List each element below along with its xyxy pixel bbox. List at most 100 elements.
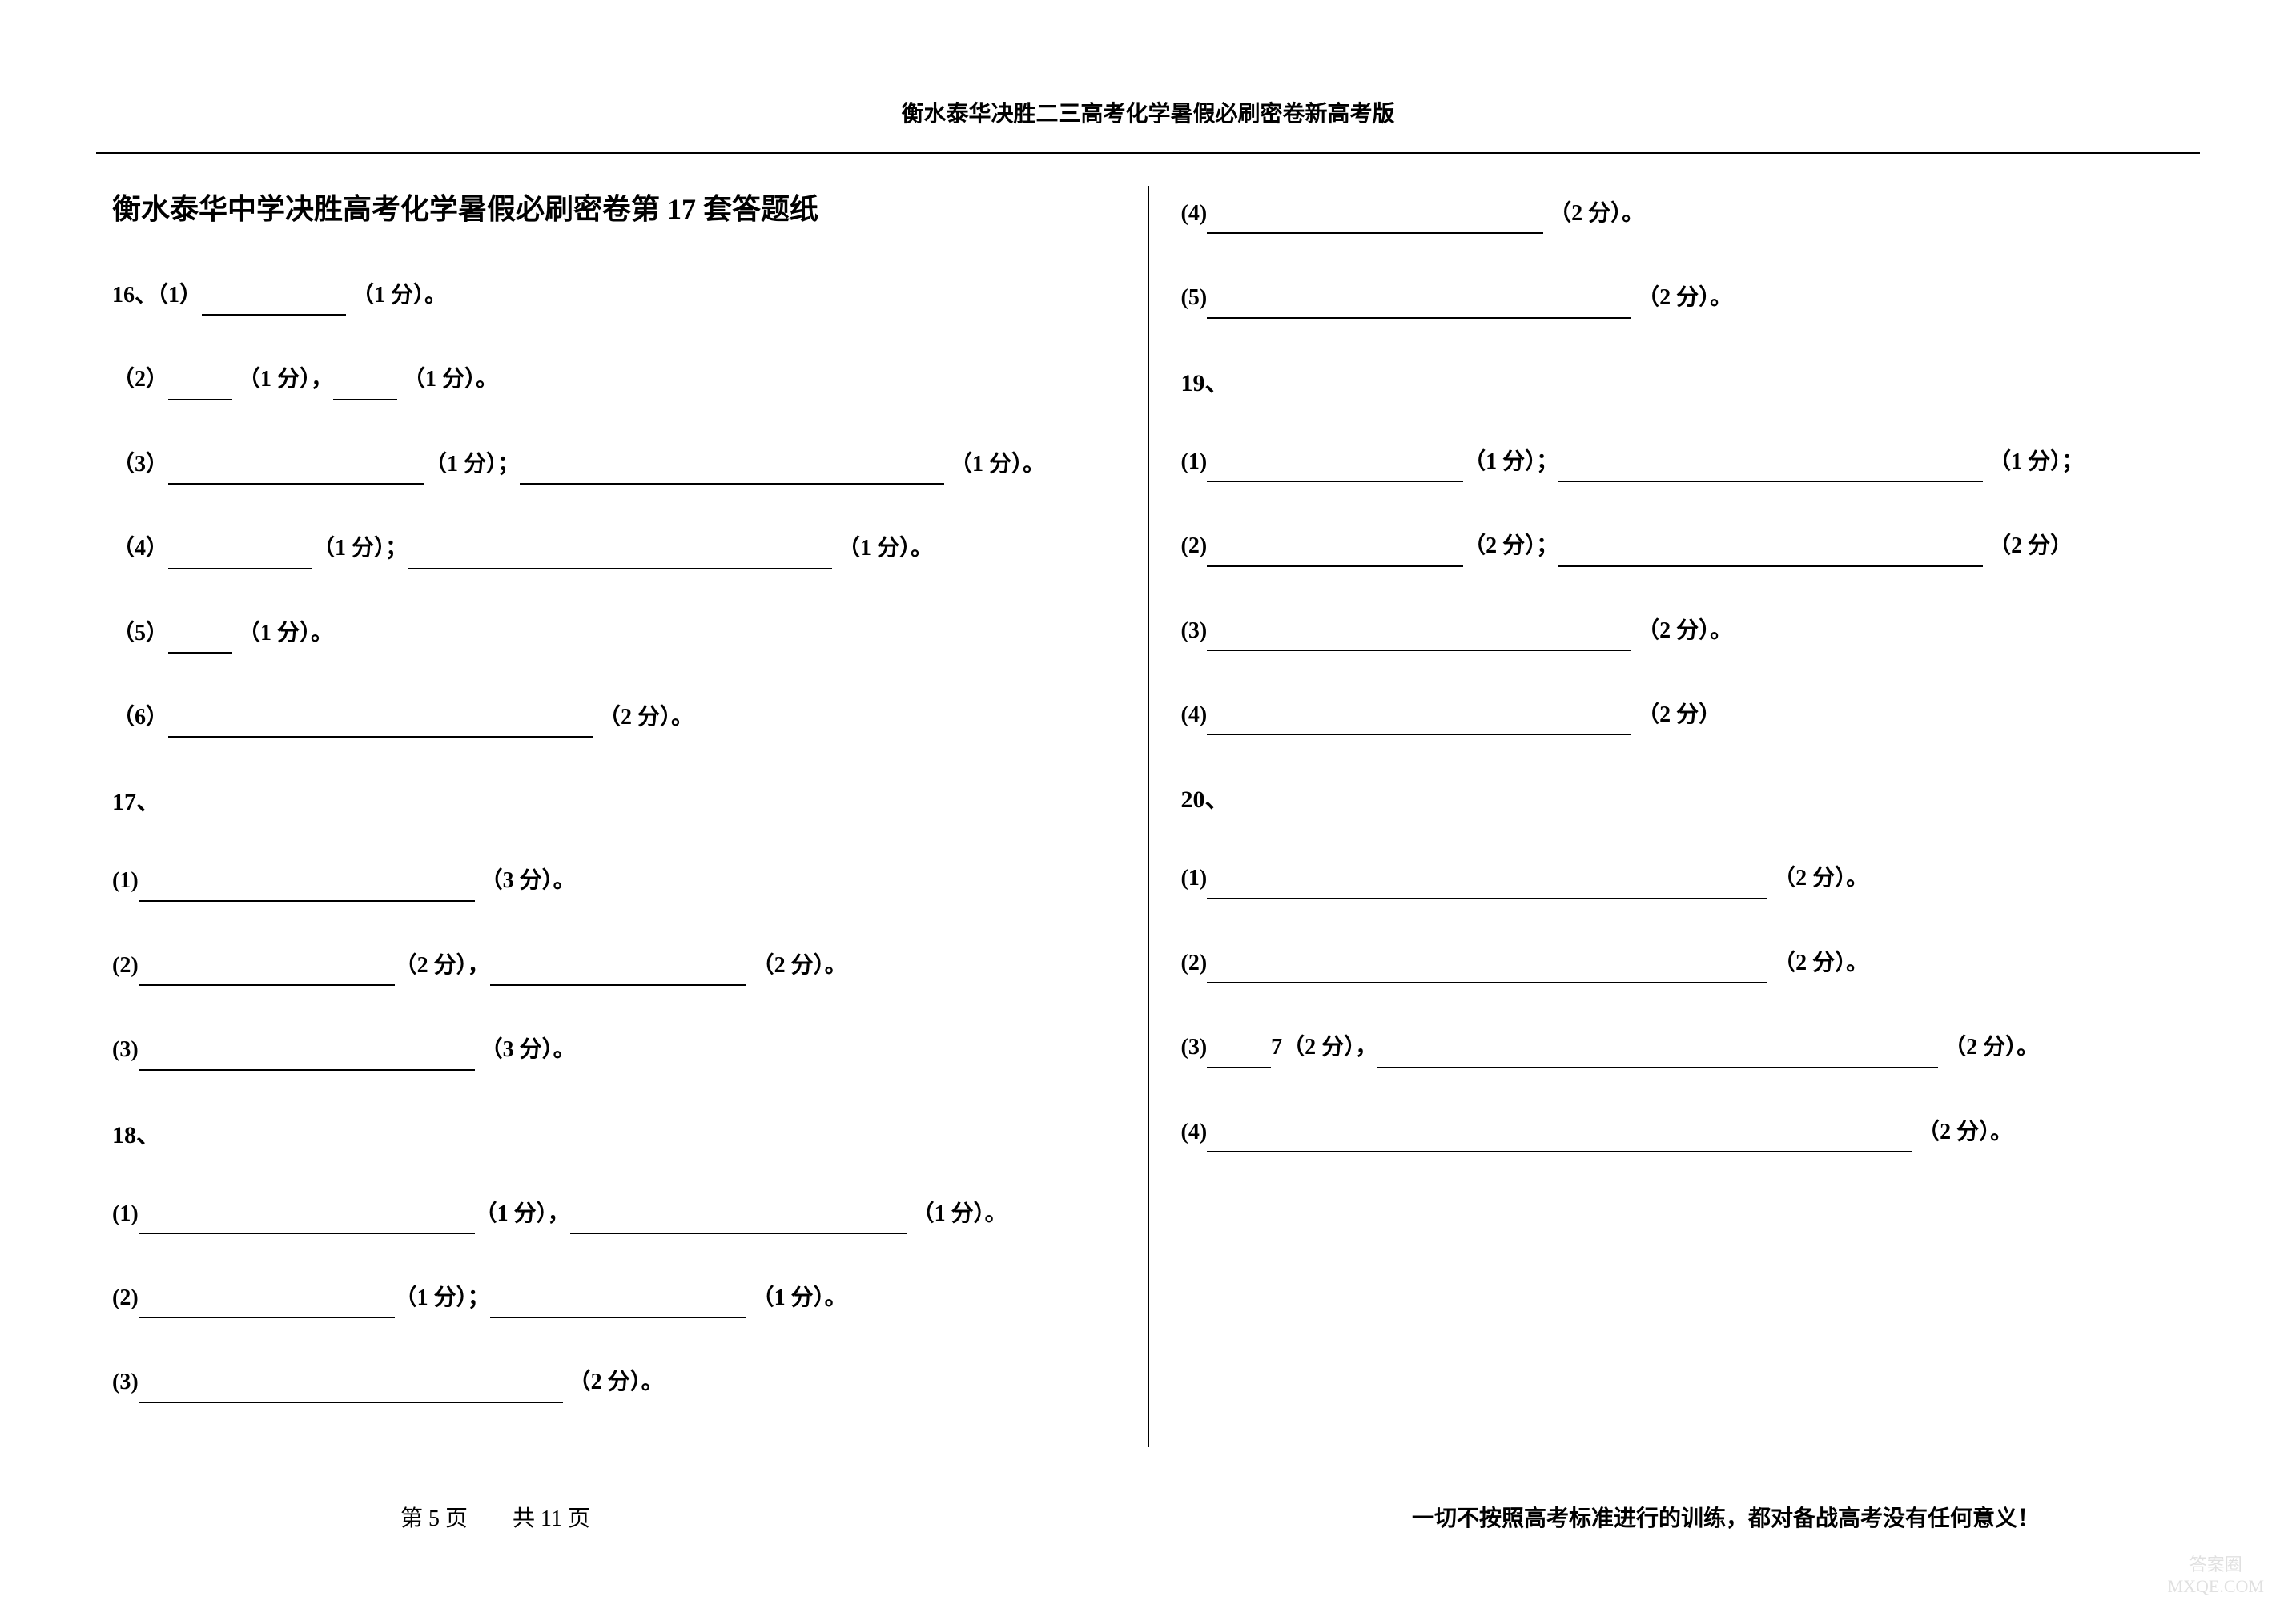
- header-divider: [96, 152, 2200, 154]
- q17-part2: (2)（2 分）， （2 分）。: [112, 946, 1116, 986]
- q18-part1: (1)（1 分）， （1 分）。: [112, 1194, 1116, 1234]
- blank: [1767, 1133, 1912, 1152]
- q17-2-label: (2): [112, 953, 139, 978]
- q16-number: 16、: [112, 283, 157, 308]
- q16-3-points: （1 分）。: [950, 452, 1045, 477]
- blank: [1207, 463, 1463, 482]
- paper-title: 衡水泰华中学决胜高考化学暑假必刷密卷第 17 套答题纸: [112, 186, 1116, 227]
- q16-6-points: （2 分）。: [598, 705, 694, 730]
- q20-2-label: (2): [1181, 951, 1208, 975]
- blank: [1207, 548, 1463, 567]
- blank: [1207, 1133, 1767, 1152]
- blank: [1377, 1049, 1938, 1068]
- q18-5-label: (5): [1181, 285, 1208, 310]
- q16-3-mid: （1 分）；: [424, 452, 520, 477]
- q19-2-points: （2 分）: [1988, 533, 2073, 558]
- q19-1-mid: （1 分）；: [1463, 449, 1558, 474]
- blank: [168, 718, 593, 738]
- q18-4-points: （2 分）。: [1549, 201, 1644, 226]
- q16-2-points: （1 分）。: [403, 367, 498, 392]
- q18-1-label: (1): [112, 1201, 139, 1226]
- blank: [1207, 215, 1543, 234]
- q19-part3: (3) （2 分）。: [1181, 611, 2185, 651]
- q19-part4: (4) （2 分）: [1181, 695, 2185, 735]
- q17-part1: (1) （3 分）。: [112, 861, 1116, 901]
- q19-3-label: (3): [1181, 618, 1208, 643]
- blank: [333, 381, 397, 400]
- q16-2-label: （2）: [112, 367, 168, 392]
- q20-1-label: (1): [1181, 866, 1208, 891]
- blank: [168, 465, 424, 485]
- q16-part6: （6） （2 分）。: [112, 698, 1116, 738]
- q16-part1: 16、（1） （1 分）。: [112, 276, 1116, 316]
- q20-part1: (1) （2 分）。: [1181, 859, 2185, 899]
- q18-2-mid: （1 分）；: [395, 1285, 490, 1310]
- q17-1-label: (1): [112, 868, 139, 893]
- blank: [1207, 964, 1767, 983]
- blank: [1207, 1049, 1271, 1068]
- q19-1-points: （1 分）；: [1988, 449, 2084, 474]
- q16-part4: （4） （1 分）； （1 分）。: [112, 529, 1116, 569]
- blank: [168, 634, 232, 654]
- blank: [1558, 548, 1983, 567]
- q20-3-mid: 7（2 分），: [1271, 1035, 1377, 1060]
- q18-4-label: (4): [1181, 201, 1208, 226]
- q20-1-points: （2 分）。: [1773, 866, 1868, 891]
- q20-part2: (2) （2 分）。: [1181, 943, 2185, 983]
- blank: [1207, 880, 1767, 899]
- q17-2-mid: （2 分），: [395, 953, 490, 978]
- q18-1-points: （1 分）。: [912, 1201, 1007, 1226]
- q19-2-label: (2): [1181, 533, 1208, 558]
- blank: [139, 883, 475, 902]
- blank: [139, 1384, 563, 1403]
- q20-part4: (4) （2 分）。: [1181, 1112, 2185, 1152]
- q16-4-label: （4）: [112, 536, 168, 561]
- q20-number: 20、: [1181, 779, 2185, 815]
- blank: [570, 1215, 907, 1234]
- q16-4-points: （1 分）。: [838, 536, 933, 561]
- q18-part2: (2)（1 分）； （1 分）。: [112, 1278, 1116, 1318]
- q19-part1: (1)（1 分）； （1 分）；: [1181, 442, 2185, 482]
- q18-2-points: （1 分）。: [752, 1285, 847, 1310]
- right-column: (4) （2 分）。 (5) （2 分）。 19、 (1)（1 分）； （1 分…: [1149, 186, 2217, 1447]
- content-area: 衡水泰华中学决胜高考化学暑假必刷密卷第 17 套答题纸 16、（1） （1 分）…: [80, 186, 2216, 1447]
- q18-number: 18、: [112, 1115, 1116, 1150]
- q20-3-label: (3): [1181, 1035, 1208, 1060]
- q19-number: 19、: [1181, 363, 2185, 398]
- q20-4-label: (4): [1181, 1120, 1208, 1144]
- q16-part2: （2） （1 分）， （1 分）。: [112, 360, 1116, 400]
- q16-part5: （5） （1 分）。: [112, 613, 1116, 654]
- blank: [139, 1215, 475, 1234]
- blank: [1207, 716, 1631, 735]
- q16-6-label: （6）: [112, 705, 168, 730]
- q16-1-label: （1）: [157, 283, 202, 308]
- blank: [408, 550, 832, 569]
- q18-3-label: (3): [112, 1370, 139, 1394]
- q17-3-points: （3 分）。: [481, 1037, 576, 1062]
- q17-3-label: (3): [112, 1037, 139, 1062]
- blank: [168, 550, 312, 569]
- q19-2-mid: （2 分）；: [1463, 533, 1558, 558]
- q16-2-mid: （1 分），: [238, 367, 333, 392]
- q20-4-points: （2 分）。: [1917, 1120, 2013, 1144]
- q16-1-points: （1 分）。: [352, 283, 447, 308]
- watermark-line1: 答案圈: [2168, 1555, 2264, 1575]
- blank: [1207, 632, 1631, 651]
- q20-2-points: （2 分）。: [1773, 951, 1868, 975]
- q18-part4: (4) （2 分）。: [1181, 194, 2185, 234]
- q16-3-label: （3）: [112, 452, 168, 477]
- q18-3-points: （2 分）。: [569, 1370, 664, 1394]
- watermark-line2: MXQE.COM: [2168, 1576, 2264, 1597]
- q19-4-label: (4): [1181, 702, 1208, 727]
- blank: [139, 967, 395, 986]
- q19-part2: (2) （2 分）； （2 分）: [1181, 526, 2185, 566]
- page-number: 第 5 页 共 11 页: [400, 1501, 590, 1533]
- q16-5-label: （5）: [112, 621, 168, 646]
- blank: [139, 1052, 475, 1071]
- q20-part3: (3)7（2 分）， （2 分）。: [1181, 1028, 2185, 1068]
- blank: [1558, 463, 1983, 482]
- q16-4-mid: （1 分）；: [312, 536, 408, 561]
- q18-5-points: （2 分）。: [1637, 285, 1732, 310]
- page-header: 衡水泰华决胜二三高考化学暑假必刷密卷新高考版: [80, 96, 2216, 128]
- blank: [490, 967, 746, 986]
